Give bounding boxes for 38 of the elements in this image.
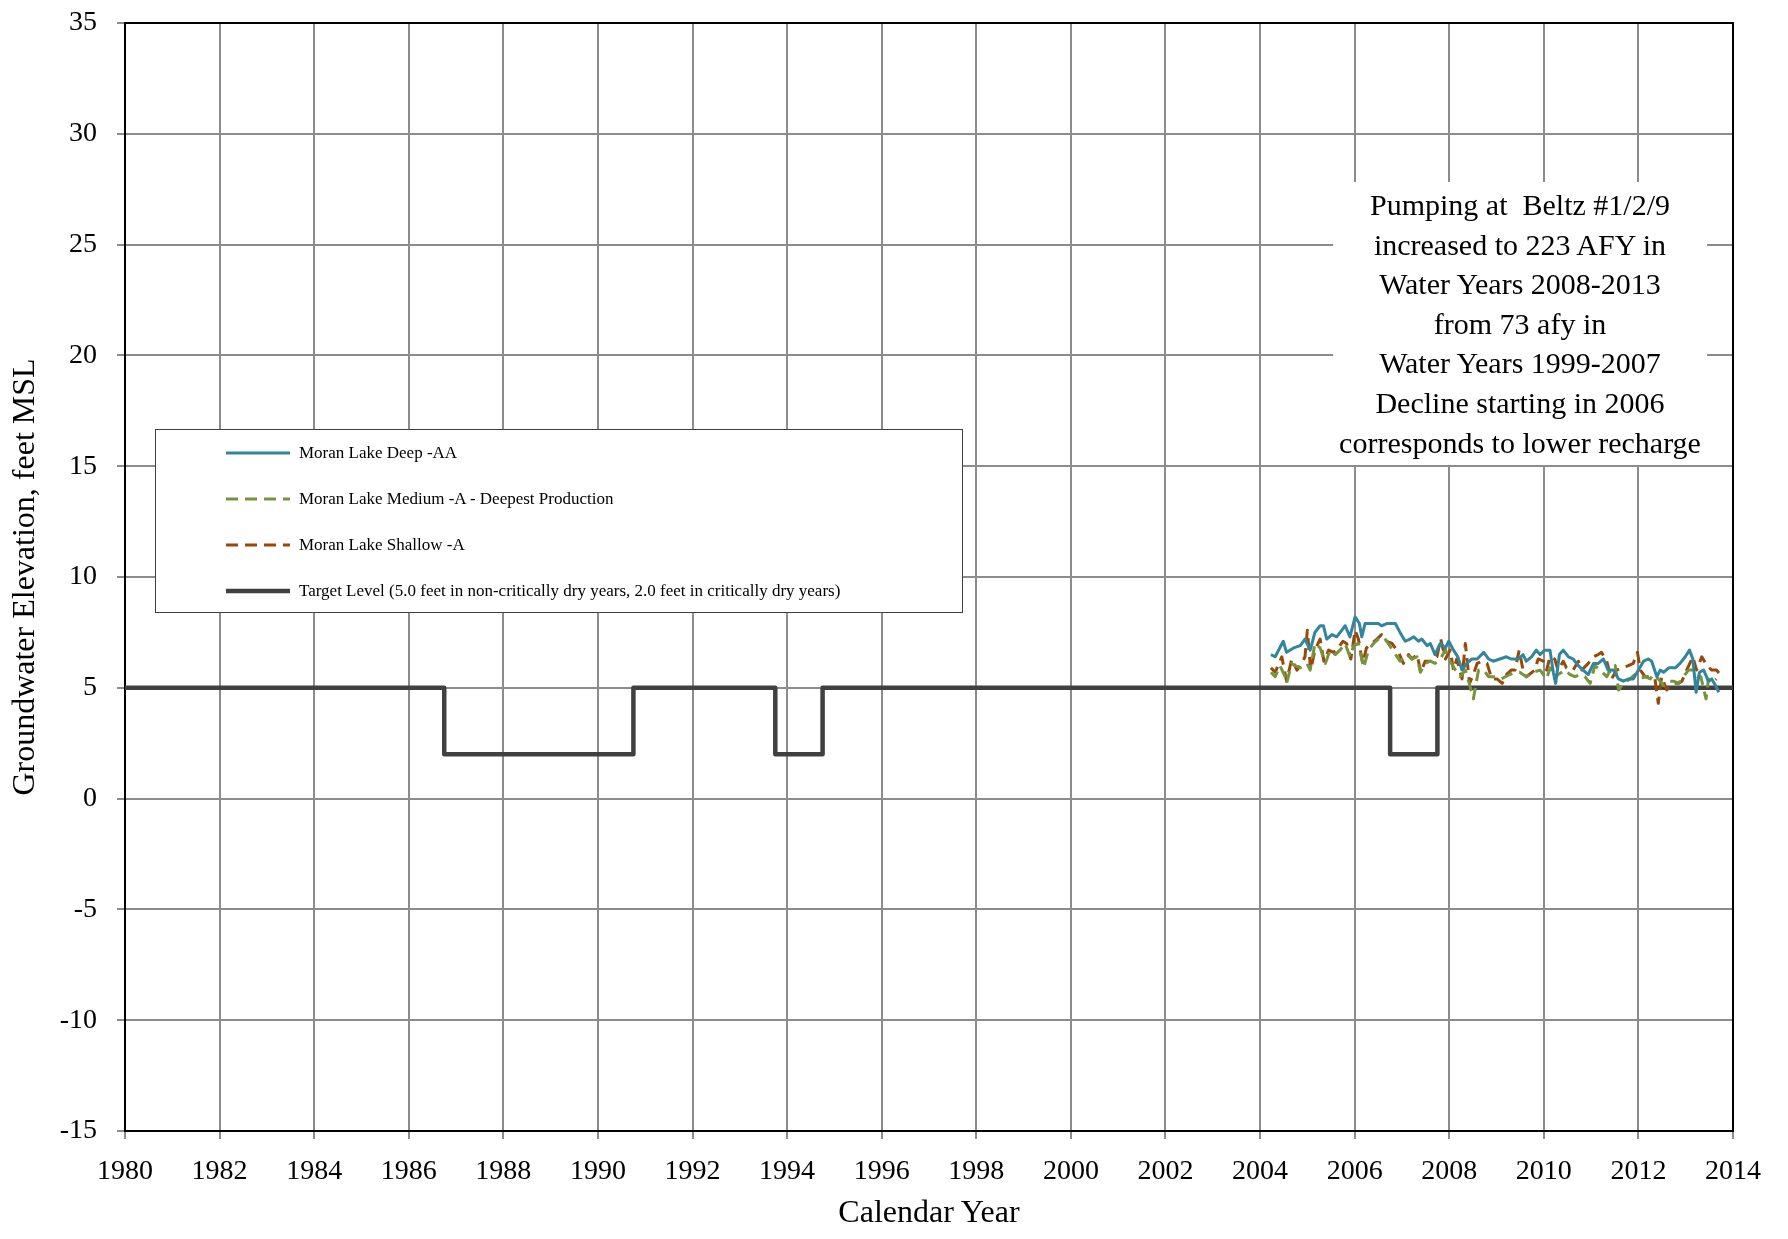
x-tick-label: 2014: [1705, 1154, 1761, 1186]
y-tick-label: 0: [83, 780, 97, 812]
y-tick-label: 10: [69, 559, 97, 591]
x-tick-label: 2006: [1326, 1154, 1383, 1186]
y-tick-label: -5: [73, 891, 97, 923]
x-tick-label: 2008: [1421, 1154, 1478, 1186]
y-tick-label: 20: [69, 337, 97, 369]
x-tick-label: 1988: [475, 1154, 532, 1186]
x-tick-label: 2004: [1232, 1154, 1289, 1186]
y-tick-label: -10: [59, 1002, 97, 1034]
x-tick-label: 2000: [1042, 1154, 1099, 1186]
annotation: Pumping at Beltz #1/2/9 increased to 223 AFY in Water Years 2008-2013 from 73 afy in Water Years 1999-2007 Decline starting in 2006 corresponds to lower recharge: [1333, 182, 1707, 466]
y-tick-label: -15: [59, 1113, 97, 1145]
x-tick-label: 2002: [1137, 1154, 1194, 1186]
line-series: [1269, 635, 1718, 701]
x-tick-label: 1986: [380, 1154, 437, 1186]
line-series: [1269, 628, 1722, 705]
x-axis-title: Calendar Year: [838, 1192, 1020, 1229]
x-tick-label: 1992: [664, 1154, 721, 1186]
legend-label: Moran Lake Shallow -A: [299, 535, 465, 555]
legend-label: Moran Lake Deep -AA: [299, 443, 458, 463]
y-tick-label: 25: [69, 226, 97, 258]
legend-label: Moran Lake Medium -A - Deepest Production: [299, 489, 614, 509]
x-tick-label: 2012: [1610, 1154, 1667, 1186]
x-tick-label: 2010: [1515, 1154, 1572, 1186]
y-tick-label: 30: [69, 116, 97, 148]
x-tick-label: 1996: [853, 1154, 910, 1186]
y-tick-label: 15: [69, 448, 97, 480]
y-tick-label: 35: [69, 5, 97, 37]
x-tick-label: 1998: [948, 1154, 1005, 1186]
y-tick-label: 5: [83, 670, 97, 702]
x-tick-label: 1994: [759, 1154, 816, 1186]
x-tick-label: 1990: [569, 1154, 626, 1186]
y-axis-title: Groundwater Elevation, feet MSL: [5, 358, 42, 796]
legend-label: Target Level (5.0 feet in non-critically dry years, 2.0 feet in critically dry years): [299, 581, 841, 601]
x-tick-label: 1984: [286, 1154, 343, 1186]
x-tick-label: 1980: [97, 1154, 153, 1186]
x-tick-label: 1982: [191, 1154, 248, 1186]
